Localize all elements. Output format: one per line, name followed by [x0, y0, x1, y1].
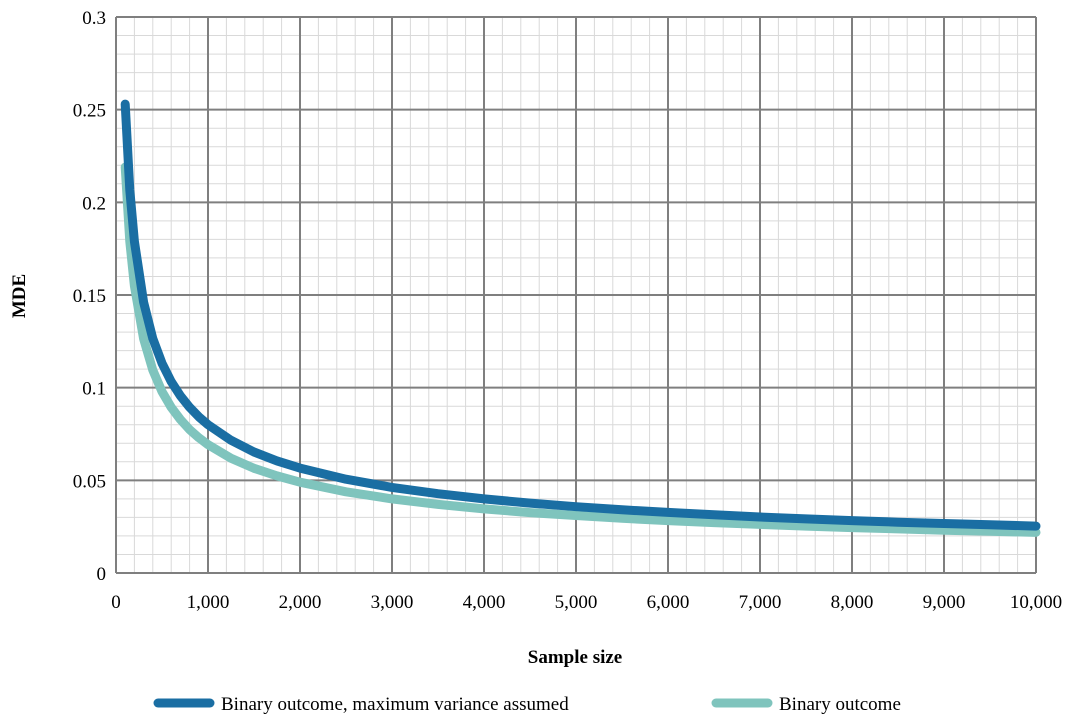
legend-label-binary-outcome: Binary outcome [779, 694, 901, 715]
y-tick-labels: 0 0.05 0.1 0.15 0.2 0.25 0.3 [73, 8, 106, 585]
x-tick-label: 9,000 [923, 592, 966, 613]
x-tick-labels: 0 1,000 2,000 3,000 4,000 5,000 6,000 7,000 8,00… [111, 592, 1062, 613]
y-tick-label: 0.15 [73, 286, 106, 307]
x-tick-label: 3,000 [371, 592, 414, 613]
y-tick-label: 0.1 [82, 379, 106, 400]
x-tick-label: 0 [111, 592, 121, 613]
x-tick-label: 6,000 [647, 592, 690, 613]
major-grid [115, 16, 1037, 574]
series-line-0 [120, 99, 1041, 531]
legend-item-binary-outcome: Binary outcome [711, 694, 901, 715]
y-tick-label: 0.05 [73, 471, 106, 492]
y-tick-label: 0.25 [73, 101, 106, 122]
x-tick-label: 1,000 [187, 592, 230, 613]
x-tick-label: 5,000 [555, 592, 598, 613]
y-tick-label: 0.2 [82, 193, 106, 214]
series-line-1 [120, 162, 1041, 537]
x-tick-label: 4,000 [463, 592, 506, 613]
x-tick-label: 8,000 [831, 592, 874, 613]
y-axis-title: MDE [9, 274, 30, 318]
x-tick-label: 2,000 [279, 592, 322, 613]
y-tick-label: 0 [97, 564, 107, 585]
y-tick-label: 0.3 [82, 8, 106, 29]
x-axis-title: Sample size [528, 647, 622, 668]
x-tick-label: 10,000 [1010, 592, 1062, 613]
legend-item-max-variance: Binary outcome, maximum variance assumed [153, 694, 569, 715]
legend-label-max-variance: Binary outcome, maximum variance assumed [221, 694, 569, 715]
series-layer [120, 99, 1041, 537]
x-tick-label: 7,000 [739, 592, 782, 613]
legend: Binary outcome, maximum variance assumed… [153, 694, 901, 715]
